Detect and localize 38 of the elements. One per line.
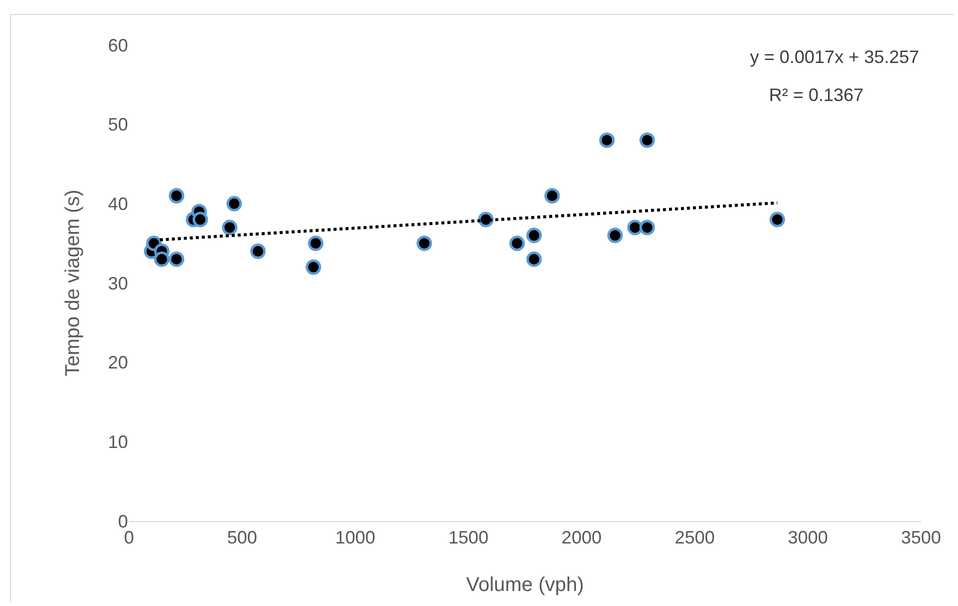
- point: [168, 251, 184, 267]
- point: [226, 196, 242, 212]
- point: [308, 236, 324, 252]
- point: [599, 132, 615, 148]
- point: [639, 132, 655, 148]
- point: [770, 212, 786, 228]
- y-tick-label: 20: [108, 352, 128, 373]
- annotation: y = 0.0017x + 35.257: [750, 47, 920, 67]
- point: [416, 236, 432, 252]
- y-tick-label: 50: [108, 114, 128, 135]
- x-tick-label: 1500: [448, 528, 488, 548]
- x-tick-label: 1000: [335, 528, 376, 548]
- point: [192, 212, 208, 228]
- point: [526, 251, 542, 267]
- point: [509, 236, 525, 252]
- annotation: R² = 0.1367: [769, 85, 864, 105]
- x-tick-label: 3000: [788, 528, 828, 548]
- point: [627, 220, 643, 236]
- point: [639, 220, 655, 236]
- y-tick-label: 40: [108, 194, 128, 214]
- x-tick-label: 2000: [562, 528, 602, 548]
- y-tick-label: 60: [108, 35, 128, 56]
- point: [154, 251, 170, 267]
- point: [250, 244, 266, 260]
- x-tick-label: 500: [227, 528, 258, 548]
- point: [526, 228, 542, 244]
- point: [168, 188, 184, 204]
- y-tick-label: 30: [108, 273, 128, 294]
- point: [222, 220, 238, 236]
- x-tick-label: 3500: [900, 528, 942, 548]
- point: [544, 188, 560, 204]
- point: [607, 228, 623, 244]
- point: [306, 259, 322, 275]
- y-axis-title: Tempo de viagem (s): [62, 190, 84, 376]
- x-axis-title: Volume (vph): [466, 574, 584, 596]
- y-tick-label: 0: [118, 511, 128, 532]
- x-tick-label: 2500: [674, 528, 715, 548]
- y-tick-label: 10: [108, 432, 128, 452]
